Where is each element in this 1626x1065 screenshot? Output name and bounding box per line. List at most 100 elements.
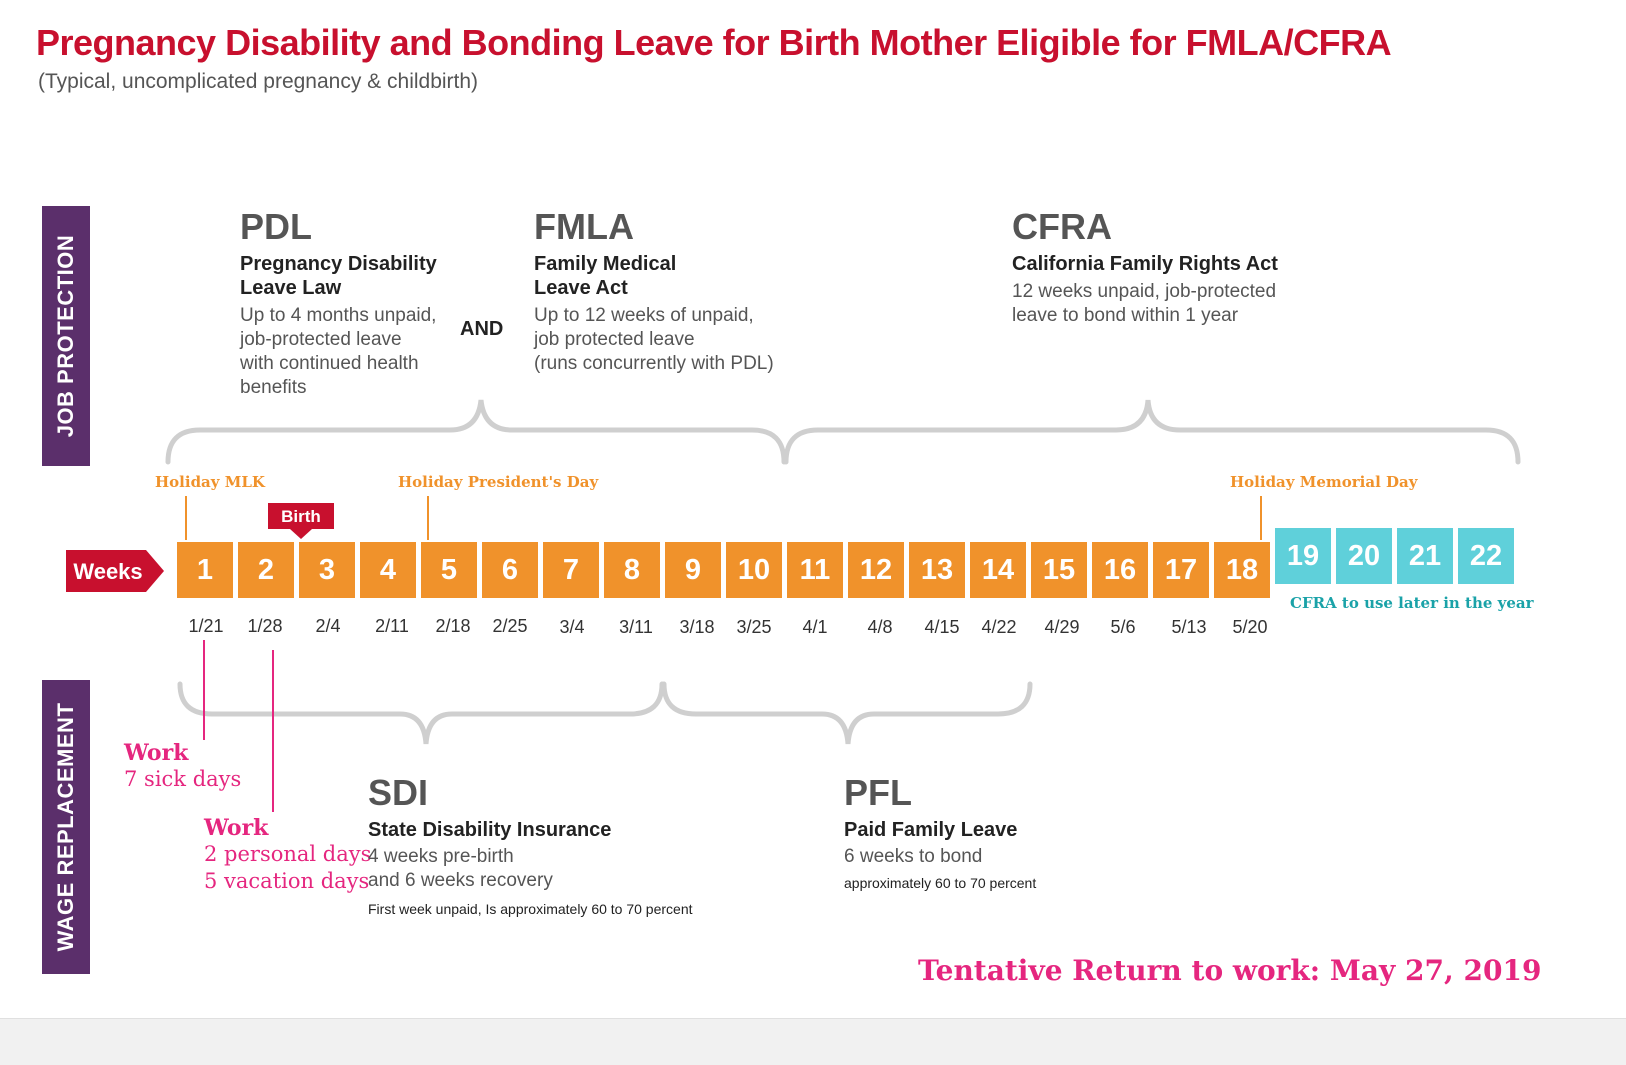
- holiday-mlk-marker: [185, 496, 187, 540]
- weeks-arrow: Weeks: [66, 550, 164, 592]
- week-date: 3/11: [619, 617, 653, 637]
- birth-marker: Birth: [268, 503, 334, 539]
- brace-sdi: [177, 681, 665, 745]
- pdl-abbr: PDL: [240, 206, 312, 247]
- pfl-desc-line: 6 weeks to bond: [844, 846, 983, 867]
- work-note-line: 2 personal days: [204, 842, 372, 866]
- week-box: 2: [238, 542, 294, 598]
- week-date: 2/18: [435, 616, 471, 636]
- week-box: 11: [787, 542, 843, 598]
- week-box: 9: [665, 542, 721, 598]
- week-date: 4/15: [924, 617, 960, 637]
- pdl-name-line: Leave Law: [240, 277, 342, 299]
- pfl-note: approximately 60 to 70 percent: [844, 875, 1037, 891]
- week-date: 5/13: [1171, 617, 1207, 637]
- work-marker-line: [203, 640, 205, 740]
- holiday-presidents-label: Holiday President's Day: [398, 473, 599, 491]
- week-date: 1/28: [247, 616, 283, 636]
- week-date: 2/11: [375, 616, 409, 636]
- cfra-week-box: 22: [1458, 528, 1514, 584]
- pfl-block: PFL Paid Family Leave 6 weeks to bond ap…: [844, 772, 1144, 891]
- sdi-name-line: State Disability Insurance: [368, 819, 612, 841]
- work-note-line: 5 vacation days: [204, 869, 370, 893]
- cfra-week-box: 21: [1397, 528, 1453, 584]
- fmla-abbr: FMLA: [534, 206, 634, 247]
- week-box: 7: [543, 542, 599, 598]
- work-note-title: Work: [124, 740, 189, 766]
- holiday-memorial-marker: [1260, 496, 1262, 540]
- week-date: 3/18: [679, 617, 715, 637]
- week-date: 5/6: [1110, 617, 1136, 637]
- week-box: 13: [909, 542, 965, 598]
- work-note-line: 7 sick days: [124, 767, 242, 791]
- pdl-block: PDL Pregnancy Disability Leave Law Up to…: [240, 206, 470, 400]
- week-date: 4/8: [867, 617, 893, 637]
- holiday-presidents-marker: [427, 496, 429, 540]
- week-box: 16: [1092, 542, 1148, 598]
- cfra-name-line: California Family Rights Act: [1012, 253, 1278, 275]
- fmla-desc-line: job protected leave: [534, 329, 695, 350]
- week-box: 10: [726, 542, 782, 598]
- week-box: 8: [604, 542, 660, 598]
- cfra-abbr: CFRA: [1012, 206, 1112, 247]
- week-box: 12: [848, 542, 904, 598]
- week-box: 5: [421, 542, 477, 598]
- sdi-desc-line: 4 weeks pre-birth: [368, 846, 514, 867]
- week-date: 2/4: [315, 616, 341, 636]
- return-to-work-text: Tentative Return to work: May 27, 2019: [918, 954, 1542, 987]
- fmla-desc-line: (runs concurrently with PDL): [534, 353, 774, 374]
- pfl-abbr: PFL: [844, 772, 912, 813]
- week-date: 4/1: [802, 617, 828, 637]
- week-box: 14: [970, 542, 1026, 598]
- pdl-desc-line: benefits: [240, 377, 307, 398]
- cfra-later-note: CFRA to use later in the year: [1290, 594, 1534, 612]
- fmla-name-line: Family Medical: [534, 253, 677, 275]
- brace-pfl: [661, 681, 1033, 745]
- week-box: 3: [299, 542, 355, 598]
- cfra-week-box: 19: [1275, 528, 1331, 584]
- work-marker-line: [272, 650, 274, 812]
- brace-cfra: [783, 399, 1521, 465]
- fmla-name-line: Leave Act: [534, 277, 628, 299]
- page-subtitle: (Typical, uncomplicated pregnancy & chil…: [38, 70, 479, 93]
- pdl-desc-line: Up to 4 months unpaid,: [240, 305, 437, 326]
- week-box: 1: [177, 542, 233, 598]
- work-note-title: Work: [204, 815, 269, 841]
- pdl-desc-line: job-protected leave: [240, 329, 402, 350]
- sdi-abbr: SDI: [368, 772, 429, 813]
- wage-replacement-bar: WAGE REPLACEMENT: [42, 680, 90, 974]
- brace-pdl-fmla: [165, 399, 787, 465]
- work-note-sick: Work 7 sick days: [124, 740, 241, 793]
- work-note-vacation: Work 2 personal days 5 vacation days: [204, 815, 371, 895]
- weeks-label: Weeks: [73, 559, 142, 584]
- job-protection-bar: JOB PROTECTION: [42, 206, 90, 466]
- bottom-strip: [0, 1018, 1626, 1065]
- week-box: 17: [1153, 542, 1209, 598]
- week-date: 3/4: [559, 617, 585, 637]
- week-date: 2/25: [492, 616, 528, 636]
- cfra-desc-line: 12 weeks unpaid, job-protected: [1012, 281, 1277, 302]
- page-title: Pregnancy Disability and Bonding Leave f…: [36, 22, 1392, 63]
- cfra-desc-line: leave to bond within 1 year: [1012, 305, 1239, 326]
- week-box: 15: [1031, 542, 1087, 598]
- week-date: 3/25: [736, 617, 772, 637]
- holiday-memorial-label: Holiday Memorial Day: [1230, 473, 1418, 491]
- cfra-block: CFRA California Family Rights Act 12 wee…: [1012, 206, 1312, 328]
- week-box: 6: [482, 542, 538, 598]
- pfl-name-line: Paid Family Leave: [844, 819, 1018, 841]
- week-box: 4: [360, 542, 416, 598]
- pdl-name-line: Pregnancy Disability: [240, 253, 437, 275]
- sdi-desc-line: and 6 weeks recovery: [368, 870, 553, 891]
- pdl-desc-line: with continued health: [240, 353, 419, 374]
- birth-label: Birth: [281, 507, 321, 526]
- holiday-mlk-label: Holiday MLK: [155, 473, 265, 491]
- cfra-week-box: 20: [1336, 528, 1392, 584]
- sdi-block: SDI State Disability Insurance 4 weeks p…: [368, 772, 788, 917]
- week-box: 18: [1214, 542, 1270, 598]
- week-date: 4/22: [981, 617, 1017, 637]
- and-label: AND: [460, 318, 504, 340]
- fmla-desc-line: Up to 12 weeks of unpaid,: [534, 305, 754, 326]
- sdi-note: First week unpaid, Is approximately 60 t…: [368, 901, 693, 917]
- week-date: 4/29: [1044, 617, 1080, 637]
